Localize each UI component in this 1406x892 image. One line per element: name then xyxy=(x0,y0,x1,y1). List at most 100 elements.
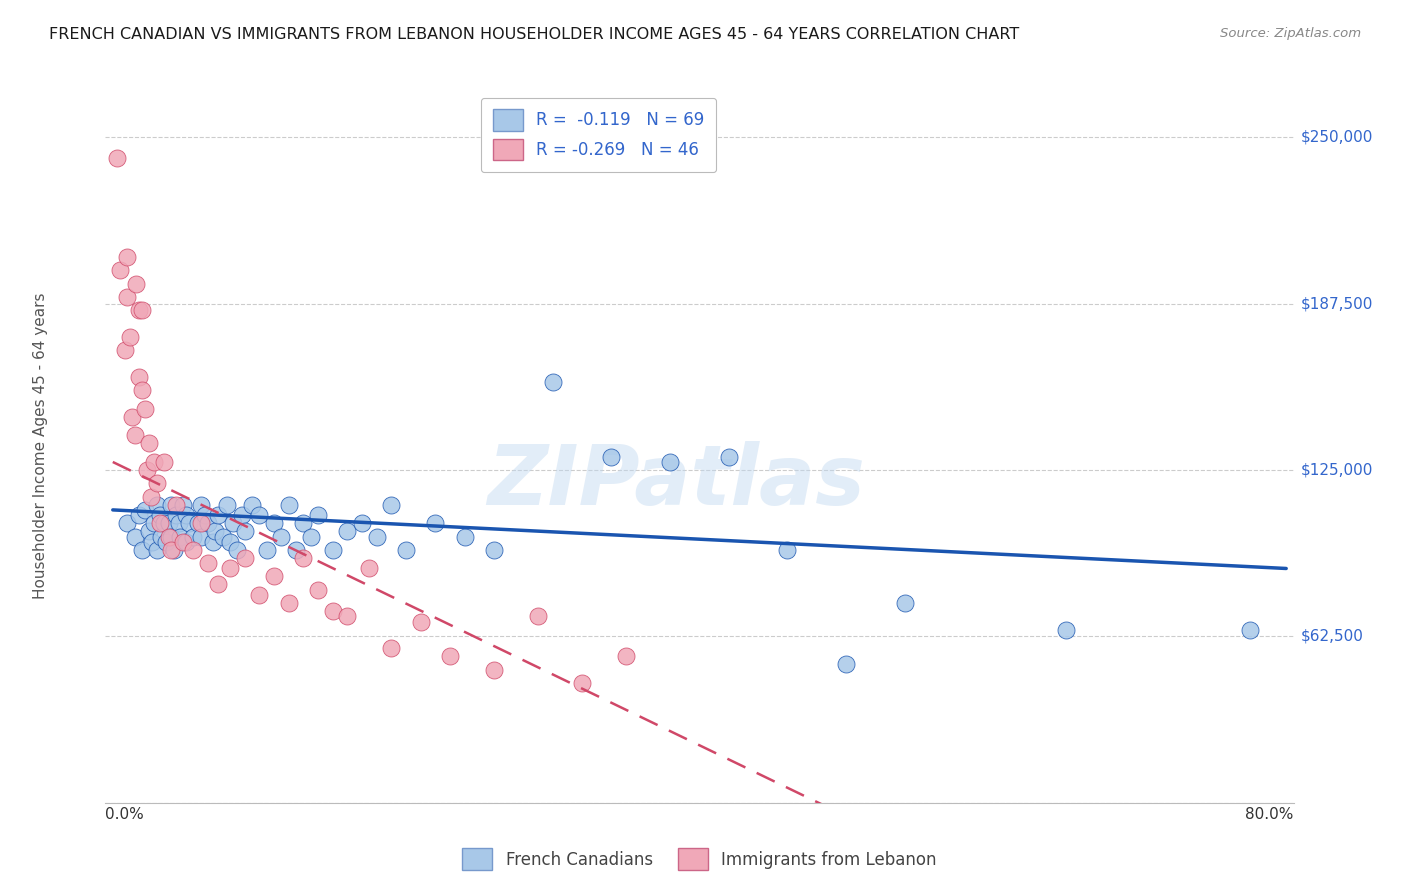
Point xyxy=(146,476,169,491)
Point xyxy=(108,263,131,277)
Text: $250,000: $250,000 xyxy=(1301,129,1372,145)
Point xyxy=(439,649,461,664)
Point xyxy=(167,516,190,531)
Point xyxy=(197,556,219,570)
Point xyxy=(197,516,219,531)
Point xyxy=(142,455,165,469)
Point xyxy=(139,490,162,504)
Point xyxy=(153,455,176,469)
Point xyxy=(120,330,142,344)
Point xyxy=(380,498,402,512)
Point xyxy=(270,529,292,543)
Point xyxy=(256,542,278,557)
Point xyxy=(125,277,148,291)
Point xyxy=(425,516,447,531)
Point xyxy=(174,534,197,549)
Point xyxy=(131,542,153,557)
Point xyxy=(366,529,388,543)
Text: 80.0%: 80.0% xyxy=(1246,807,1294,822)
Point xyxy=(190,516,212,531)
Point xyxy=(322,542,344,557)
Point xyxy=(249,508,271,523)
Point xyxy=(142,516,165,531)
Point xyxy=(146,542,169,557)
Point xyxy=(138,436,160,450)
Point xyxy=(307,508,329,523)
Text: FRENCH CANADIAN VS IMMIGRANTS FROM LEBANON HOUSEHOLDER INCOME AGES 45 - 64 YEARS: FRENCH CANADIAN VS IMMIGRANTS FROM LEBAN… xyxy=(49,27,1019,42)
Point xyxy=(359,561,381,575)
Legend: French Canadians, Immigrants from Lebanon: French Canadians, Immigrants from Lebano… xyxy=(456,842,943,877)
Text: ZIPatlas: ZIPatlas xyxy=(486,442,865,522)
Point xyxy=(482,542,505,557)
Point xyxy=(541,375,564,389)
Point xyxy=(146,498,169,512)
Point xyxy=(395,542,418,557)
Point xyxy=(292,516,315,531)
Point xyxy=(240,498,263,512)
Point xyxy=(207,508,229,523)
Point xyxy=(163,542,186,557)
Point xyxy=(307,582,329,597)
Point xyxy=(201,534,224,549)
Point xyxy=(135,463,157,477)
Point xyxy=(131,303,153,318)
Point xyxy=(157,529,180,543)
Point xyxy=(222,516,245,531)
Point xyxy=(322,604,344,618)
Point xyxy=(233,550,256,565)
Point xyxy=(121,409,143,424)
Point xyxy=(659,455,682,469)
Point xyxy=(160,542,183,557)
Point xyxy=(277,498,299,512)
Point xyxy=(155,534,177,549)
Text: Householder Income Ages 45 - 64 years: Householder Income Ages 45 - 64 years xyxy=(32,293,48,599)
Point xyxy=(482,663,505,677)
Point xyxy=(207,577,229,591)
Point xyxy=(249,588,271,602)
Text: Source: ZipAtlas.com: Source: ZipAtlas.com xyxy=(1220,27,1361,40)
Point xyxy=(1054,623,1077,637)
Point xyxy=(114,343,136,358)
Point xyxy=(105,152,128,166)
Point xyxy=(128,369,150,384)
Point xyxy=(204,524,226,539)
Point xyxy=(157,516,180,531)
Point xyxy=(134,503,156,517)
Point xyxy=(169,529,191,543)
Point xyxy=(1239,623,1261,637)
Point xyxy=(177,516,200,531)
Point xyxy=(194,508,217,523)
Point xyxy=(124,428,146,442)
Point xyxy=(149,516,172,531)
Point xyxy=(117,250,139,264)
Point xyxy=(172,498,194,512)
Point xyxy=(134,401,156,416)
Point xyxy=(165,508,187,523)
Point xyxy=(527,609,550,624)
Point xyxy=(219,561,242,575)
Point xyxy=(776,542,799,557)
Point xyxy=(336,609,359,624)
Text: 0.0%: 0.0% xyxy=(105,807,145,822)
Point xyxy=(292,550,315,565)
Point xyxy=(165,498,187,512)
Point xyxy=(172,534,194,549)
Point xyxy=(117,516,139,531)
Point xyxy=(233,524,256,539)
Point xyxy=(263,569,285,583)
Text: $187,500: $187,500 xyxy=(1301,296,1372,311)
Point xyxy=(174,508,197,523)
Point xyxy=(352,516,374,531)
Point xyxy=(141,534,163,549)
Point xyxy=(160,529,183,543)
Point xyxy=(117,290,139,304)
Point xyxy=(299,529,322,543)
Text: $125,000: $125,000 xyxy=(1301,462,1372,477)
Point xyxy=(183,542,205,557)
Point xyxy=(277,596,299,610)
Point xyxy=(263,516,285,531)
Point xyxy=(226,542,249,557)
Point xyxy=(336,524,359,539)
Point xyxy=(231,508,253,523)
Point xyxy=(717,450,740,464)
